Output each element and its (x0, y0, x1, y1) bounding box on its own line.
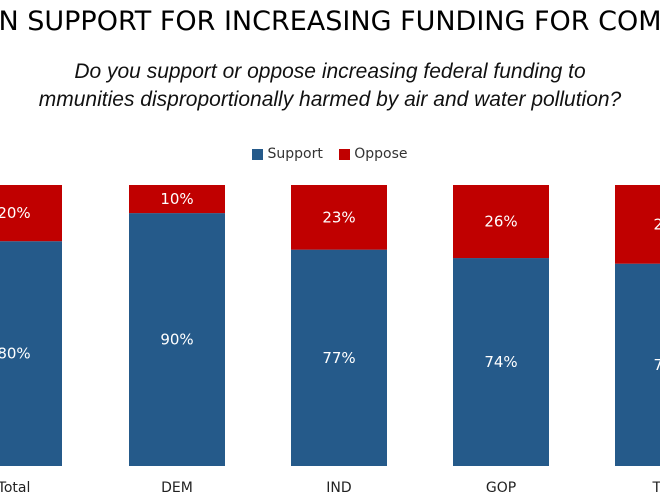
category-label-tru: Tru (651, 480, 660, 496)
legend-swatch-oppose (339, 148, 351, 160)
bar-support-dem (129, 213, 225, 466)
data-label-support-gop: 74% (484, 353, 517, 371)
bar-oppose-total (0, 185, 62, 242)
data-label-oppose-dem: 10% (160, 190, 193, 208)
data-label-oppose-gop: 26% (484, 213, 517, 231)
question-line-1: Do you support or oppose increasing fede… (74, 60, 586, 83)
category-label-gop: GOP (486, 480, 516, 496)
legend-item-oppose: Oppose (339, 146, 408, 162)
data-label-support-tru: 72 (653, 356, 660, 374)
bar-oppose-tru (615, 185, 660, 264)
legend-label-oppose: Oppose (354, 146, 408, 162)
legend-item-support: Support (252, 146, 323, 162)
legend: Support Oppose (0, 146, 660, 164)
data-label-oppose-tru: 28 (653, 215, 660, 233)
data-label-support-ind: 77% (322, 349, 355, 367)
question-line-2: mmunities disproportionally harmed by ai… (38, 88, 622, 111)
bar-support-gop (453, 258, 549, 466)
bar-oppose-gop (453, 185, 549, 259)
bar-oppose-dem (129, 185, 225, 214)
data-label-support-total: 80% (0, 345, 31, 363)
data-label-oppose-ind: 23% (322, 208, 355, 226)
bar-support-tru (615, 263, 660, 466)
legend-swatch-support (252, 148, 264, 160)
data-label-oppose-total: 20% (0, 204, 31, 222)
category-label-dem: DEM (161, 480, 193, 496)
bar-oppose-ind (291, 185, 387, 250)
bar-support-total (0, 241, 62, 466)
bar-support-ind (291, 249, 387, 466)
category-label-ind: IND (326, 480, 351, 496)
data-label-support-dem: 90% (160, 331, 193, 349)
category-label-total: Total (0, 480, 30, 496)
chart-headline: AN SUPPORT FOR INCREASING FUNDING FOR CO… (0, 6, 660, 37)
legend-label-support: Support (267, 146, 323, 162)
